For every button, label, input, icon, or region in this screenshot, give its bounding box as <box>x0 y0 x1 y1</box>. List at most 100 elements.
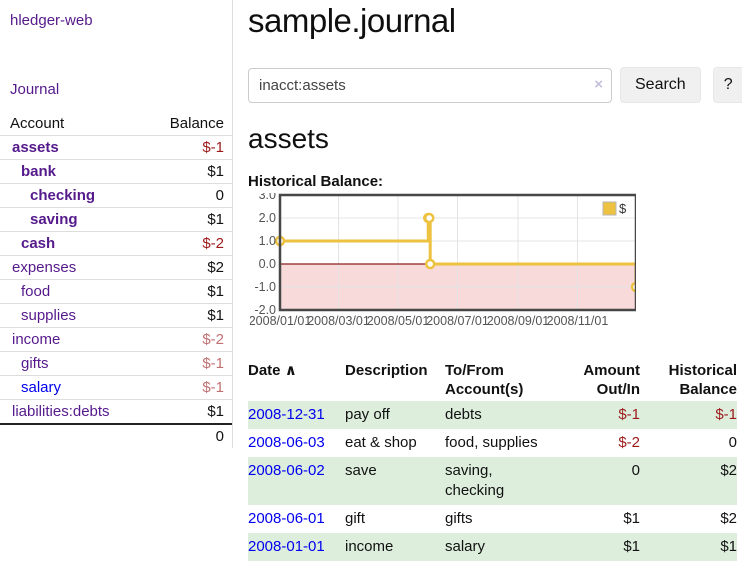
transactions-table: Date ∧ Description To/From Account(s) Am… <box>248 359 737 561</box>
account-balance: $1 <box>207 403 224 420</box>
account-row: assets $-1 <box>0 135 232 160</box>
transaction-description: eat & shop <box>345 434 417 451</box>
nav-journal: Journal <box>0 81 232 98</box>
transaction-accounts: food, supplies <box>445 434 538 451</box>
transaction-accounts: saving, checking <box>445 462 505 499</box>
account-row: income $-2 <box>0 327 232 352</box>
page-title: sample.journal <box>248 2 456 39</box>
chart-legend: $ <box>602 201 627 216</box>
transaction-balance: $1 <box>720 538 737 555</box>
transaction-date-link[interactable]: 2008-01-01 <box>248 538 325 555</box>
header-date[interactable]: Date ∧ <box>248 362 297 379</box>
account-row: cash $-2 <box>0 231 232 256</box>
svg-text:1.0: 1.0 <box>259 234 276 248</box>
svg-text:2008/03/01: 2008/03/01 <box>307 314 370 328</box>
transaction-row: 2008-12-31 pay off debts $-1 $-1 <box>248 401 737 429</box>
account-balance: $1 <box>207 211 224 228</box>
sidebar: hledger-web Journal Account Balance asse… <box>0 0 233 448</box>
svg-text:2.0: 2.0 <box>259 211 276 225</box>
transaction-row: 2008-06-03 eat & shop food, supplies $-2… <box>248 429 737 457</box>
transaction-balance: $-1 <box>715 406 737 423</box>
account-link[interactable]: salary <box>21 379 62 396</box>
transaction-row: 2008-06-01 gift gifts $1 $2 <box>248 505 737 533</box>
transaction-amount: $-1 <box>618 406 640 423</box>
transaction-amount: $-2 <box>618 434 640 451</box>
main-content: sample.journal × Search ? assets Histori… <box>233 0 742 582</box>
transaction-date-link[interactable]: 2008-06-02 <box>248 462 325 479</box>
accounts-table: Account Balance assets $-1 bank $1 check… <box>0 112 232 448</box>
transactions-header-row: Date ∧ Description To/From Account(s) Am… <box>248 359 737 401</box>
transaction-amount: $1 <box>623 538 640 555</box>
account-link[interactable]: cash <box>21 235 56 252</box>
account-link[interactable]: food <box>21 283 51 300</box>
account-link[interactable]: assets <box>12 139 59 156</box>
app-title-link[interactable]: hledger-web <box>10 12 93 29</box>
account-row: salary $-1 <box>0 375 232 400</box>
svg-text:2008/05/01: 2008/05/01 <box>367 314 430 328</box>
account-row: gifts $-1 <box>0 351 232 376</box>
transaction-balance: 0 <box>728 434 737 451</box>
transaction-description: gift <box>345 510 366 527</box>
account-link[interactable]: saving <box>30 211 78 228</box>
svg-text:3.0: 3.0 <box>259 193 276 202</box>
account-link[interactable]: expenses <box>12 259 77 276</box>
svg-text:2008/11/01: 2008/11/01 <box>547 314 609 328</box>
header-amount: Amount Out/In <box>583 362 640 398</box>
svg-text:-2.0: -2.0 <box>254 303 276 317</box>
transaction-row: 2008-06-02 save saving, checking 0 $2 <box>248 457 737 505</box>
account-row: food $1 <box>0 279 232 304</box>
transaction-date-link[interactable]: 2008-06-03 <box>248 434 325 451</box>
account-link[interactable]: bank <box>21 163 57 180</box>
account-balance: $2 <box>207 259 224 276</box>
account-heading: assets <box>248 123 329 154</box>
account-balance: $1 <box>207 307 224 324</box>
account-link[interactable]: gifts <box>21 355 49 372</box>
account-balance: $1 <box>207 163 224 180</box>
accounts-header-account: Account <box>10 115 65 132</box>
account-balance: $-1 <box>202 379 224 396</box>
svg-text:$: $ <box>619 201 627 216</box>
account-balance: $1 <box>207 283 224 300</box>
account-link[interactable]: income <box>12 331 61 348</box>
account-balance: 0 <box>215 187 224 204</box>
transaction-balance: $2 <box>720 462 737 479</box>
account-row: bank $1 <box>0 159 232 184</box>
account-balance: $-1 <box>202 355 224 372</box>
historical-balance-chart[interactable]: $3.0 2.0 1.0 0.0 -1.0 -2.0 2008/01/01 2008/03/0… <box>249 188 742 337</box>
transaction-accounts: salary <box>445 538 486 555</box>
transaction-amount: 0 <box>631 462 640 479</box>
help-button[interactable]: ? <box>712 67 742 103</box>
account-row: supplies $1 <box>0 303 232 328</box>
svg-text:2008/09/01: 2008/09/01 <box>487 314 550 328</box>
clear-search-icon[interactable]: × <box>594 75 603 93</box>
search-box: × <box>248 67 612 103</box>
transaction-accounts: debts <box>445 406 482 423</box>
account-balance: $-1 <box>202 139 224 156</box>
search-row: × Search ? <box>248 67 742 103</box>
chart-label: Historical Balance: <box>248 173 384 190</box>
transaction-accounts: gifts <box>445 510 473 527</box>
search-input[interactable] <box>248 67 612 103</box>
account-row: liabilities:debts $1 <box>0 399 232 425</box>
search-button[interactable]: Search <box>620 67 701 103</box>
accounts-header-row: Account Balance <box>0 112 232 136</box>
svg-text:2008/01/01: 2008/01/01 <box>250 314 311 328</box>
transaction-date-link[interactable]: 2008-06-01 <box>248 510 325 527</box>
account-link[interactable]: liabilities:debts <box>12 403 110 420</box>
account-row: expenses $2 <box>0 255 232 280</box>
transaction-description: pay off <box>345 406 390 423</box>
svg-text:2008/07/01: 2008/07/01 <box>426 314 489 328</box>
journal-link[interactable]: Journal <box>10 81 60 98</box>
transaction-description: save <box>345 462 377 479</box>
svg-text:-1.0: -1.0 <box>254 280 276 294</box>
account-link[interactable]: checking <box>30 187 96 204</box>
transaction-date-link[interactable]: 2008-12-31 <box>248 406 325 423</box>
header-accounts: To/From Account(s) <box>445 362 524 398</box>
account-balance: $-2 <box>202 331 224 348</box>
app-title: hledger-web <box>0 8 232 29</box>
account-row: checking 0 <box>0 183 232 208</box>
header-description: Description <box>345 362 428 379</box>
accounts-total-row: 0 <box>0 424 232 448</box>
account-link[interactable]: supplies <box>21 307 77 324</box>
accounts-header-balance: Balance <box>169 115 224 132</box>
